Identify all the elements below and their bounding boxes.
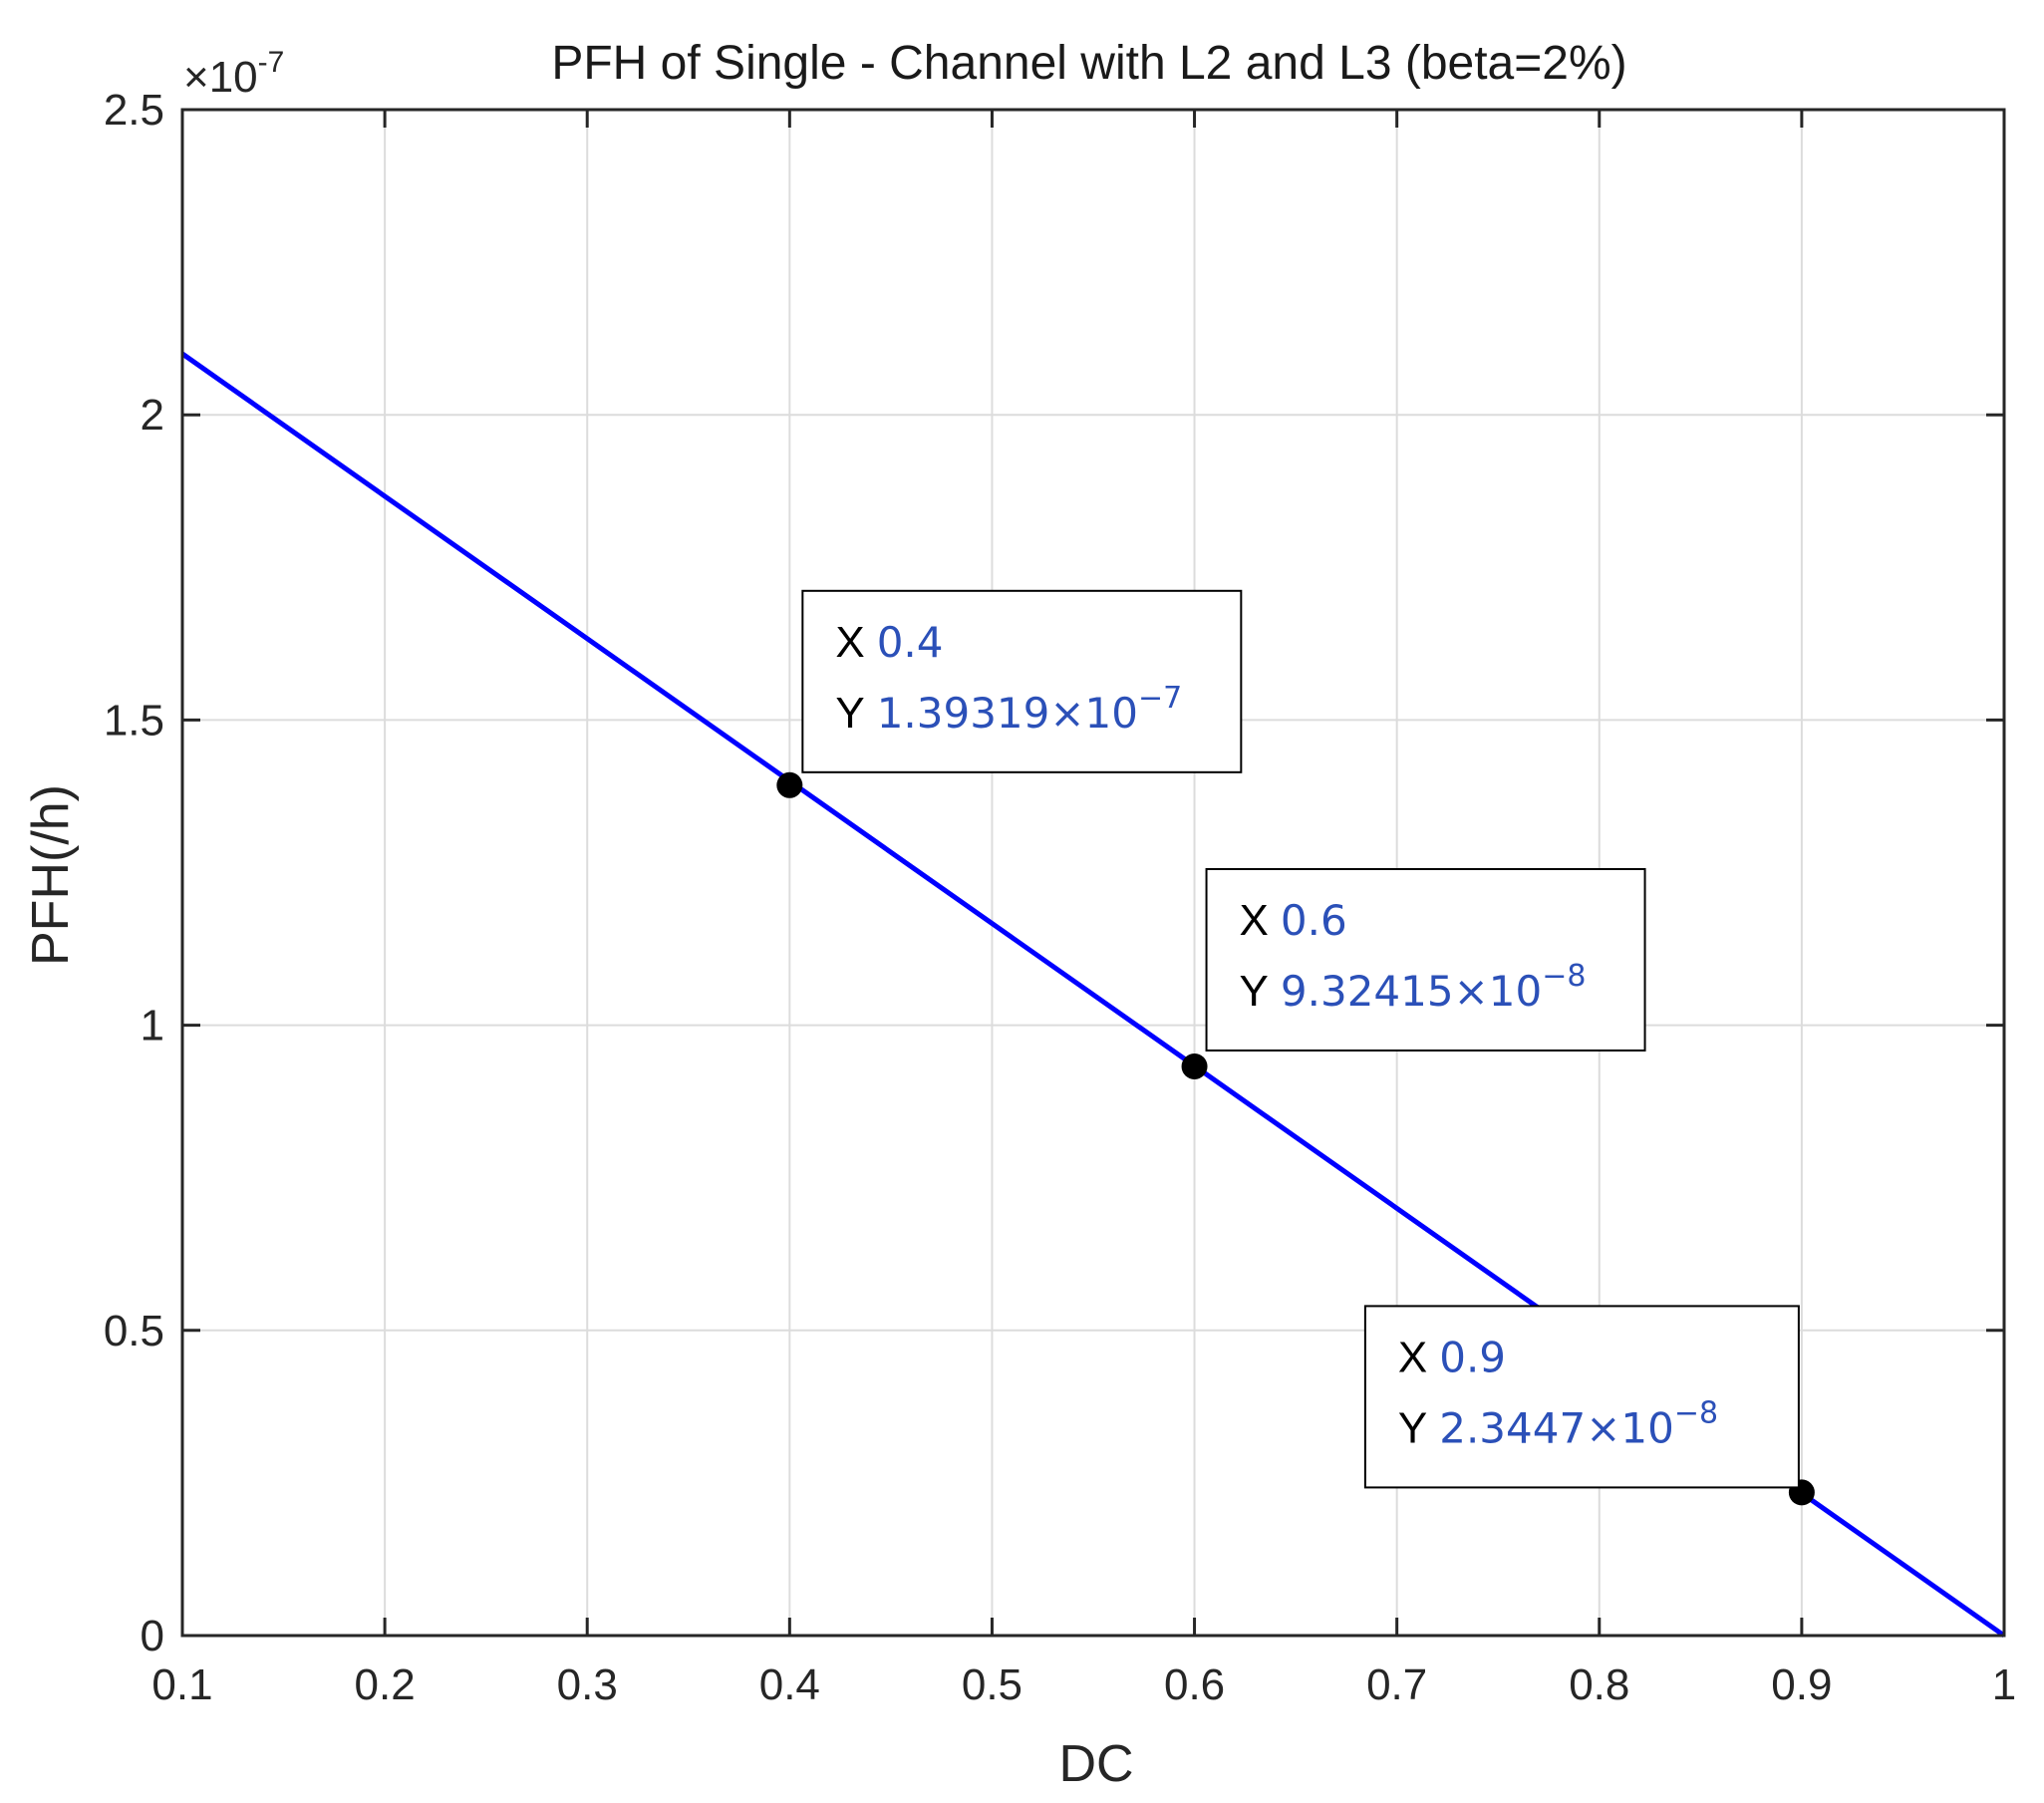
datatip-x-row: X 0.9 — [1398, 1333, 1506, 1381]
datatip-y-row: Y 9.32415×10−8 — [1240, 959, 1587, 1016]
datatip-box: X 0.9Y 2.3447×10−8 — [1363, 1305, 1800, 1489]
datatip-y-value: 1.39319×10 — [877, 689, 1138, 738]
x-tick-label: 0.1 — [151, 1660, 212, 1709]
x-axis-label: DC — [1058, 1735, 1133, 1793]
x-tick-label: 0.4 — [759, 1660, 820, 1709]
x-tick-label: 0.9 — [1771, 1660, 1832, 1709]
datatip-y-value: 9.32415×10 — [1281, 967, 1542, 1016]
x-tick-label: 1 — [1992, 1660, 2016, 1709]
datatip-frame — [1205, 867, 1646, 1052]
y-tick-label: 0 — [141, 1612, 164, 1660]
datatip-x-value: 0.4 — [877, 618, 944, 667]
y-tick-label: 2 — [141, 391, 164, 440]
y-axis-multiplier: ×10-7 — [183, 46, 284, 102]
datatip-y-key: Y — [1398, 1403, 1427, 1452]
datatip-y-key: Y — [1240, 967, 1269, 1016]
datatip-x-value: 0.6 — [1281, 896, 1347, 945]
x-tick-label: 0.5 — [962, 1660, 1022, 1709]
y-multiplier-prefix: ×10 — [183, 53, 258, 102]
x-tick-label: 0.2 — [355, 1660, 416, 1709]
datatip-x-row: X 0.6 — [1240, 896, 1347, 945]
x-tick-label: 0.6 — [1164, 1660, 1225, 1709]
datatip-box: X 0.4 Y 1.39319×10−7 — [801, 589, 1243, 773]
datatip-y-value: 2.3447×10 — [1439, 1403, 1674, 1452]
datatip-frame — [801, 589, 1243, 773]
y-tick-label: 1 — [141, 1002, 164, 1051]
y-multiplier-exponent: -7 — [258, 46, 285, 79]
axis-ticks: 0.1 0.2 0.3 0.4 0.5 0.6 0.7 0.8 0.9 1 0 0.5 1 1.5 2 2.5 — [104, 86, 2016, 1709]
datatip-y-key: Y — [835, 689, 864, 738]
datatip-frame — [1363, 1305, 1800, 1489]
datatip-y-row: Y 1.39319×10−7 — [835, 681, 1182, 738]
y-tick-label: 1.5 — [104, 696, 164, 745]
datatip-x-value: 0.9 — [1439, 1333, 1506, 1381]
datatip-x-key: X — [835, 618, 864, 667]
y-tick-label: 2.5 — [104, 86, 164, 135]
x-tick-label: 0.3 — [557, 1660, 618, 1709]
datatip-y-exponent: −7 — [1138, 681, 1182, 716]
datatip-y-exponent: −8 — [1674, 1395, 1718, 1430]
datatip-x-key: X — [1240, 896, 1269, 945]
x-tick-label: 0.7 — [1366, 1660, 1427, 1709]
x-tick-label: 0.8 — [1569, 1660, 1629, 1709]
datatip-marker — [776, 771, 803, 798]
y-axis-label: PFH(/h) — [22, 784, 80, 966]
datatip-x-key: X — [1398, 1333, 1427, 1381]
datatip-marker — [1181, 1052, 1208, 1079]
datatip-y-row: Y 2.3447×10−8 — [1398, 1395, 1718, 1452]
plot-area-frame — [180, 108, 2006, 1638]
chart-title: PFH of Single - Channel with L2 and L3 (… — [551, 37, 1626, 90]
datatips: X 0.4Y 1.39319×10−7X 0.6Y 9.32415×10−8X 0.9Y 2… — [801, 589, 1800, 1489]
datatip-y-exponent: −8 — [1542, 959, 1586, 994]
datatip-box: X 0.6Y 9.32415×10−8 — [1205, 867, 1646, 1052]
datatip-x-row: X 0.4 — [835, 618, 943, 667]
y-tick-label: 0.5 — [104, 1307, 164, 1355]
